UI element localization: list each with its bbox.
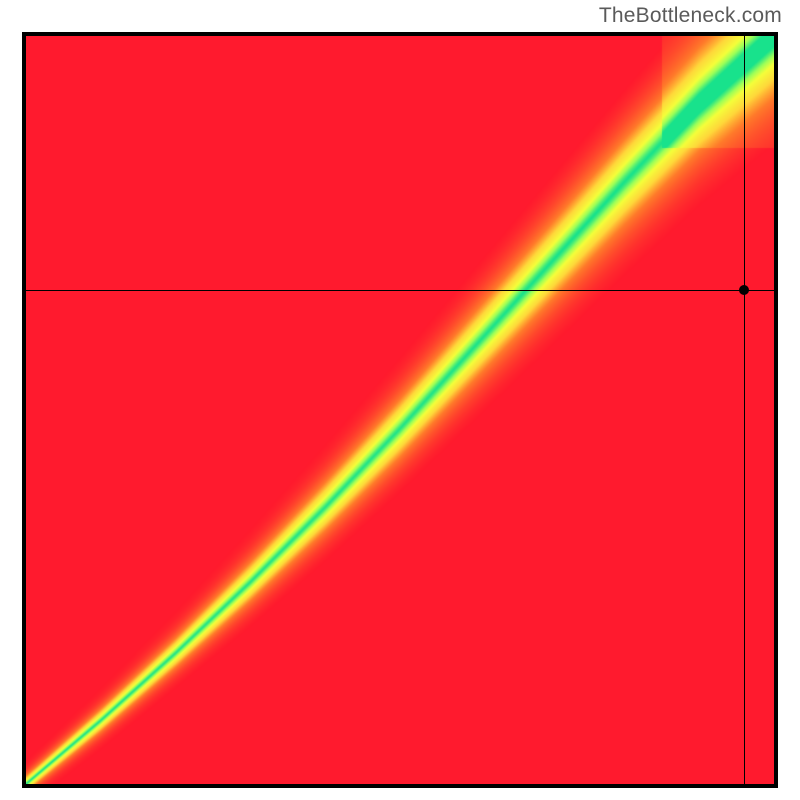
crosshair-marker	[739, 285, 749, 295]
crosshair-horizontal	[26, 290, 774, 291]
plot-frame	[22, 32, 778, 788]
crosshair-vertical	[744, 36, 745, 784]
attribution-text: TheBottleneck.com	[599, 4, 782, 28]
heatmap-canvas	[26, 36, 774, 784]
chart-container: TheBottleneck.com	[0, 0, 800, 800]
